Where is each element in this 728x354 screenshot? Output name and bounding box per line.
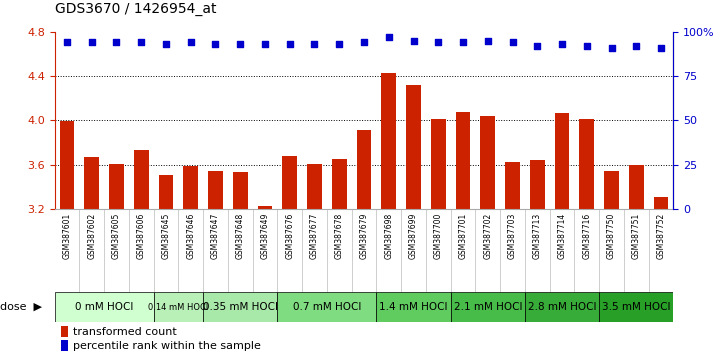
Text: 0.14 mM HOCl: 0.14 mM HOCl — [149, 303, 208, 312]
Text: 1.4 mM HOCl: 1.4 mM HOCl — [379, 302, 448, 312]
Bar — [381, 73, 396, 209]
Bar — [55, 292, 154, 322]
Text: GSM387751: GSM387751 — [632, 213, 641, 259]
Text: 3.5 mM HOCl: 3.5 mM HOCl — [602, 302, 670, 312]
Bar — [599, 292, 673, 322]
Text: dose  ▶: dose ▶ — [0, 302, 42, 312]
Text: GDS3670 / 1426954_at: GDS3670 / 1426954_at — [55, 2, 216, 16]
Text: 2.8 mM HOCl: 2.8 mM HOCl — [528, 302, 596, 312]
Point — [482, 38, 494, 44]
Point — [86, 40, 98, 45]
Bar — [629, 165, 644, 209]
Text: GSM387648: GSM387648 — [236, 213, 245, 259]
Point — [234, 41, 246, 47]
Bar — [579, 119, 594, 209]
Text: GSM387602: GSM387602 — [87, 213, 96, 259]
Bar — [159, 175, 173, 209]
Bar — [406, 85, 421, 209]
Text: transformed count: transformed count — [73, 327, 177, 337]
Bar — [555, 113, 569, 209]
Point — [284, 41, 296, 47]
Bar — [456, 112, 470, 209]
Point — [185, 40, 197, 45]
Text: GSM387677: GSM387677 — [310, 213, 319, 259]
Bar — [332, 159, 347, 209]
Point — [61, 40, 73, 45]
Point — [556, 41, 568, 47]
Point — [309, 41, 320, 47]
Text: GSM387649: GSM387649 — [261, 213, 269, 259]
Text: GSM387701: GSM387701 — [459, 213, 467, 259]
Bar — [60, 121, 74, 209]
Text: GSM387700: GSM387700 — [434, 213, 443, 259]
Bar — [84, 157, 99, 209]
Text: GSM387678: GSM387678 — [335, 213, 344, 259]
Text: GSM387646: GSM387646 — [186, 213, 195, 259]
Text: GSM387698: GSM387698 — [384, 213, 393, 259]
Bar — [203, 292, 277, 322]
Text: GSM387679: GSM387679 — [360, 213, 368, 259]
Bar — [109, 164, 124, 209]
Text: 0.35 mM HOCl: 0.35 mM HOCl — [202, 302, 278, 312]
Point — [358, 40, 370, 45]
Bar — [357, 130, 371, 209]
Point — [507, 40, 518, 45]
Bar — [376, 292, 451, 322]
Point — [581, 43, 593, 49]
Text: GSM387699: GSM387699 — [409, 213, 418, 259]
Bar — [61, 326, 68, 337]
Bar — [451, 292, 525, 322]
Bar — [154, 292, 203, 322]
Bar — [431, 119, 446, 209]
Text: 0.7 mM HOCl: 0.7 mM HOCl — [293, 302, 361, 312]
Text: percentile rank within the sample: percentile rank within the sample — [73, 341, 261, 351]
Bar — [530, 160, 545, 209]
Point — [259, 41, 271, 47]
Bar — [208, 171, 223, 209]
Bar — [525, 292, 599, 322]
Bar — [307, 164, 322, 209]
Text: GSM387645: GSM387645 — [162, 213, 170, 259]
Point — [432, 40, 444, 45]
Point — [210, 41, 221, 47]
Text: GSM387601: GSM387601 — [63, 213, 71, 259]
Point — [135, 40, 147, 45]
Point — [457, 40, 469, 45]
Bar — [183, 166, 198, 209]
Text: GSM387702: GSM387702 — [483, 213, 492, 259]
Point — [606, 45, 617, 51]
Text: GSM387752: GSM387752 — [657, 213, 665, 259]
Point — [531, 43, 543, 49]
Text: 0 mM HOCl: 0 mM HOCl — [75, 302, 133, 312]
Bar — [61, 340, 68, 352]
Point — [630, 43, 642, 49]
Text: GSM387750: GSM387750 — [607, 213, 616, 259]
Point — [333, 41, 345, 47]
Bar — [654, 197, 668, 209]
Text: GSM387716: GSM387716 — [582, 213, 591, 259]
Bar — [604, 171, 619, 209]
Text: GSM387713: GSM387713 — [533, 213, 542, 259]
Text: 2.1 mM HOCl: 2.1 mM HOCl — [454, 302, 522, 312]
Bar — [480, 116, 495, 209]
Bar — [233, 172, 248, 209]
Point — [655, 45, 667, 51]
Text: GSM387703: GSM387703 — [508, 213, 517, 259]
Point — [383, 34, 395, 40]
Text: GSM387605: GSM387605 — [112, 213, 121, 259]
Text: GSM387647: GSM387647 — [211, 213, 220, 259]
Point — [408, 38, 419, 44]
Point — [160, 41, 172, 47]
Bar — [277, 292, 376, 322]
Text: GSM387676: GSM387676 — [285, 213, 294, 259]
Bar — [258, 206, 272, 209]
Text: GSM387714: GSM387714 — [558, 213, 566, 259]
Bar — [505, 162, 520, 209]
Bar — [282, 156, 297, 209]
Text: GSM387606: GSM387606 — [137, 213, 146, 259]
Bar — [134, 150, 149, 209]
Point — [111, 40, 122, 45]
